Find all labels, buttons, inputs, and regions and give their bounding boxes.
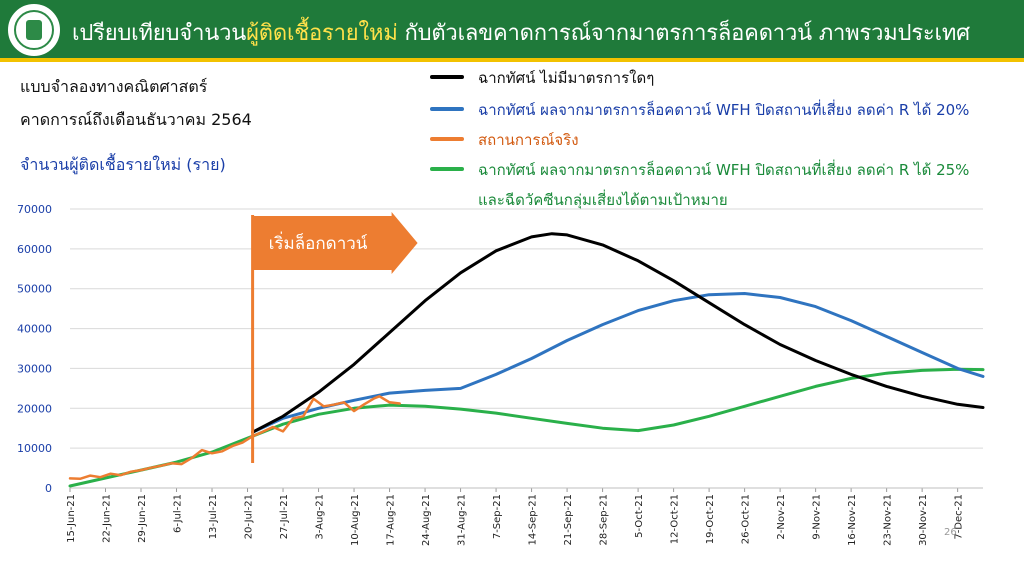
x-tick-label: 22-Jun-21 xyxy=(102,494,113,543)
y-tick-label: 60000 xyxy=(17,243,52,256)
series-line-2 xyxy=(68,395,401,481)
y-tick-label: 0 xyxy=(45,482,52,495)
y-tick-label: 20000 xyxy=(17,402,52,415)
x-tick-label: 9-Nov-21 xyxy=(812,494,823,540)
x-tick-label: 30-Nov-21 xyxy=(918,494,929,546)
y-tick-label: 70000 xyxy=(17,203,52,216)
legend-label: สถานการณ์จริง xyxy=(478,131,579,149)
x-tick-label: 3-Aug-21 xyxy=(315,494,326,540)
x-tick-label: 15-Jun-21 xyxy=(66,494,77,543)
x-tick-label: 16-Nov-21 xyxy=(847,494,858,546)
lockdown-label: เริ่มล็อกดาวน์ xyxy=(269,231,368,254)
x-tick-label: 6-Jul-21 xyxy=(173,494,184,533)
series-line-1 xyxy=(251,292,985,434)
title-highlight: ผู้ติดเชื้อรายใหม่ xyxy=(246,21,398,46)
y-tick-label: 10000 xyxy=(17,442,52,455)
slide-header: เปรียบเทียบจำนวนผู้ติดเชื้อรายใหม่ กับตั… xyxy=(0,0,1024,62)
y-axis-label: จำนวนผู้ติดเชื้อรายใหม่ (ราย) xyxy=(20,155,226,174)
x-tick-label: 13-Jul-21 xyxy=(208,494,219,539)
x-tick-label: 28-Sep-21 xyxy=(599,494,610,546)
x-tick-label: 31-Aug-21 xyxy=(457,494,468,546)
forecast-label: คาดการณ์ถึงเดือนธันวาคม 2564 xyxy=(20,110,252,129)
x-tick-label: 12-Oct-21 xyxy=(670,494,681,544)
series-line-3 xyxy=(68,367,985,488)
x-tick-label: 26-Oct-21 xyxy=(741,494,752,544)
x-tick-label: 23-Nov-21 xyxy=(883,494,894,546)
x-tick-label: 27-Jul-21 xyxy=(279,494,290,539)
y-tick-label: 30000 xyxy=(17,362,52,375)
y-tick-label: 50000 xyxy=(17,283,52,296)
legend-label-line2: และฉีดวัคซีนกลุ่มเสี่ยงได้ตามเป้าหมาย xyxy=(478,191,728,209)
x-tick-label: 7-Sep-21 xyxy=(492,494,503,539)
x-tick-label: 29-Jun-21 xyxy=(137,494,148,543)
model-label: แบบจำลองทางคณิตศาสตร์ xyxy=(20,77,208,96)
legend-swatch xyxy=(430,75,464,79)
x-tick-label: 14-Sep-21 xyxy=(528,494,539,546)
legend-swatch xyxy=(430,167,464,171)
ministry-seal-icon xyxy=(6,2,62,58)
x-tick-label: 7-Dec-21 xyxy=(954,494,965,540)
page-number: 26 xyxy=(944,527,957,538)
y-tick-label: 40000 xyxy=(17,323,52,336)
legend-label: ฉากทัศน์ ผลจากมาตรการล็อคดาวน์ WFH ปิดสถ… xyxy=(478,161,970,179)
x-tick-label: 2-Nov-21 xyxy=(776,494,787,540)
x-tick-label: 17-Aug-21 xyxy=(386,494,397,546)
legend-swatch xyxy=(430,137,464,141)
header-accent-strip xyxy=(0,58,1024,62)
lockdown-arrow xyxy=(252,212,418,274)
x-tick-label: 20-Jul-21 xyxy=(244,494,255,539)
x-tick-label: 19-Oct-21 xyxy=(705,494,716,544)
x-tick-label: 10-Aug-21 xyxy=(350,494,361,546)
legend-label: ฉากทัศน์ ไม่มีมาตรการใดๆ xyxy=(478,69,655,87)
slide-title: เปรียบเทียบจำนวนผู้ติดเชื้อรายใหม่ กับตั… xyxy=(72,21,970,46)
x-tick-label: 24-Aug-21 xyxy=(421,494,432,546)
x-tick-label: 21-Sep-21 xyxy=(563,494,574,546)
legend-label: ฉากทัศน์ ผลจากมาตรการล็อคดาวน์ WFH ปิดสถ… xyxy=(478,101,970,119)
legend-swatch xyxy=(430,107,464,111)
series-line-0 xyxy=(251,232,985,434)
x-tick-label: 5-Oct-21 xyxy=(634,494,645,538)
